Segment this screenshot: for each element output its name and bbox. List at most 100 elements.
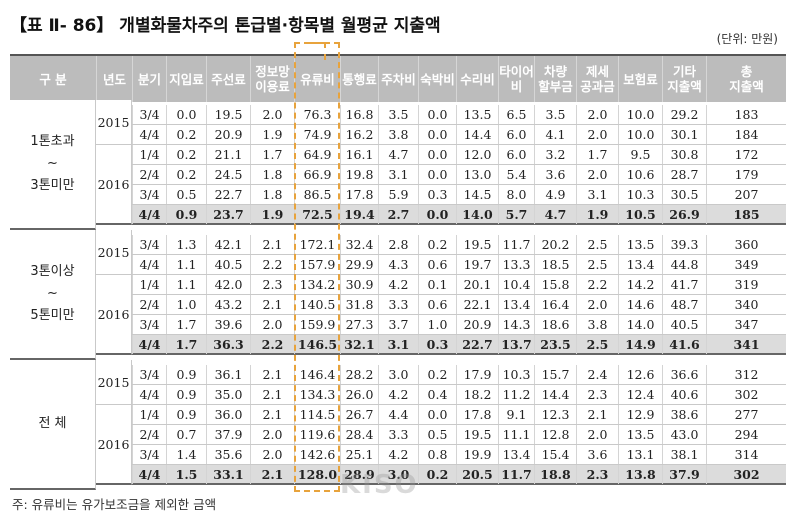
value-cell: 3.1 [576, 185, 618, 204]
value-cell: 1.1 [166, 275, 206, 294]
value-cell: 319 [706, 275, 786, 294]
value-cell: 14.0 [618, 315, 662, 334]
value-cell: 172 [706, 145, 786, 164]
value-cell: 2.4 [576, 365, 618, 384]
value-cell: 2.1 [250, 295, 294, 314]
value-cell: 30.5 [662, 185, 706, 204]
value-cell: 48.7 [662, 295, 706, 314]
column-header: 주차비 [378, 56, 418, 102]
value-cell: 4.7 [534, 205, 576, 224]
value-cell: 19.4 [340, 205, 378, 224]
value-cell: 18.5 [534, 255, 576, 274]
value-cell: 1.7 [166, 335, 206, 354]
value-cell: 13.0 [456, 165, 498, 184]
value-cell: 184 [706, 125, 786, 144]
value-cell: 12.8 [534, 425, 576, 444]
quarter-cell: 3/4 [132, 185, 166, 204]
value-cell: 13.7 [498, 335, 534, 354]
column-header: 지입료 [166, 56, 206, 102]
value-cell: 12.9 [618, 405, 662, 424]
value-cell: 28.7 [662, 165, 706, 184]
value-cell: 0.2 [166, 165, 206, 184]
table-row: 4/4 0.9 23.7 1.9 72.5 19.4 2.7 0.0 14.0 5.7 4.7 1.9… [10, 205, 786, 225]
value-cell: 42.0 [206, 275, 250, 294]
value-cell: 13.4 [498, 445, 534, 464]
value-cell: 43.0 [662, 425, 706, 444]
column-header: 분기 [132, 56, 166, 102]
value-cell: 140.5 [294, 295, 340, 314]
value-cell: 3.0 [378, 365, 418, 384]
value-cell: 14.5 [456, 185, 498, 204]
value-cell: 12.4 [618, 385, 662, 404]
column-header: 숙박비 [418, 56, 456, 102]
unit-label: (단위: 만원) [716, 32, 778, 46]
value-cell: 1.9 [250, 125, 294, 144]
value-cell: 20.1 [456, 275, 498, 294]
value-cell: 0.3 [418, 335, 456, 354]
value-cell: 38.6 [662, 405, 706, 424]
table-body: 3/4 0.0 19.5 2.0 76.3 16.8 3.5 0.0 13.5 6.5 3.5 2.0… [10, 100, 786, 490]
value-cell: 1.8 [250, 165, 294, 184]
value-cell: 13.4 [618, 255, 662, 274]
table-row: 4/4 1.7 36.3 2.2 146.5 32.1 3.1 0.3 22.7 13.7 23.5… [10, 335, 786, 355]
table-row: 1/4 0.2 21.1 1.7 64.9 16.1 4.7 0.0 12.0 6.0 3.2 1.7… [10, 145, 786, 165]
value-cell: 312 [706, 365, 786, 384]
value-cell: 33.1 [206, 465, 250, 484]
value-cell: 2.0 [576, 165, 618, 184]
value-cell: 4.9 [534, 185, 576, 204]
value-cell: 142.6 [294, 445, 340, 464]
value-cell: 0.9 [166, 205, 206, 224]
value-cell: 26.7 [340, 405, 378, 424]
value-cell: 5.9 [378, 185, 418, 204]
value-cell: 2.5 [576, 235, 618, 254]
value-cell: 146.4 [294, 365, 340, 384]
value-cell: 29.9 [340, 255, 378, 274]
value-cell: 2.0 [576, 295, 618, 314]
value-cell: 86.5 [294, 185, 340, 204]
column-header: 통행료 [340, 56, 378, 102]
value-cell: 12.0 [456, 145, 498, 164]
value-cell: 128.0 [294, 465, 340, 484]
value-cell: 10.0 [618, 105, 662, 124]
value-cell: 19.5 [456, 235, 498, 254]
value-cell: 72.5 [294, 205, 340, 224]
value-cell: 4.2 [378, 445, 418, 464]
value-cell: 41.6 [662, 335, 706, 354]
year-cell: 2015 [96, 100, 132, 145]
value-cell: 16.4 [534, 295, 576, 314]
value-cell: 0.5 [166, 185, 206, 204]
value-cell: 5.7 [498, 205, 534, 224]
quarter-cell: 1/4 [132, 145, 166, 164]
value-cell: 360 [706, 235, 786, 254]
value-cell: 20.2 [534, 235, 576, 254]
value-cell: 4.4 [378, 405, 418, 424]
value-cell: 39.3 [662, 235, 706, 254]
value-cell: 37.9 [662, 465, 706, 484]
value-cell: 4.2 [378, 385, 418, 404]
value-cell: 2.3 [250, 275, 294, 294]
value-cell: 4.7 [378, 145, 418, 164]
table-row: 2/4 1.0 43.2 2.1 140.5 31.8 3.3 0.6 22.1 13.4 16.4… [10, 295, 786, 315]
quarter-cell: 4/4 [132, 335, 166, 354]
value-cell: 146.5 [294, 335, 340, 354]
value-cell: 74.9 [294, 125, 340, 144]
value-cell: 29.2 [662, 105, 706, 124]
table-row: 3/4 0.9 36.1 2.1 146.4 28.2 3.0 0.2 17.9 10.3 15.7… [10, 365, 786, 385]
quarter-cell: 4/4 [132, 255, 166, 274]
value-cell: 12.3 [534, 405, 576, 424]
value-cell: 0.0 [166, 105, 206, 124]
value-cell: 183 [706, 105, 786, 124]
value-cell: 2.1 [250, 385, 294, 404]
value-cell: 11.1 [498, 425, 534, 444]
quarter-cell: 1/4 [132, 405, 166, 424]
table-row: 3/4 0.0 19.5 2.0 76.3 16.8 3.5 0.0 13.5 6.5 3.5 2.0… [10, 105, 786, 125]
value-cell: 277 [706, 405, 786, 424]
value-cell: 2.5 [576, 335, 618, 354]
value-cell: 1.0 [418, 315, 456, 334]
value-cell: 16.1 [340, 145, 378, 164]
value-cell: 302 [706, 465, 786, 484]
quarter-cell: 3/4 [132, 105, 166, 124]
value-cell: 40.6 [662, 385, 706, 404]
value-cell: 294 [706, 425, 786, 444]
value-cell: 2.0 [250, 315, 294, 334]
